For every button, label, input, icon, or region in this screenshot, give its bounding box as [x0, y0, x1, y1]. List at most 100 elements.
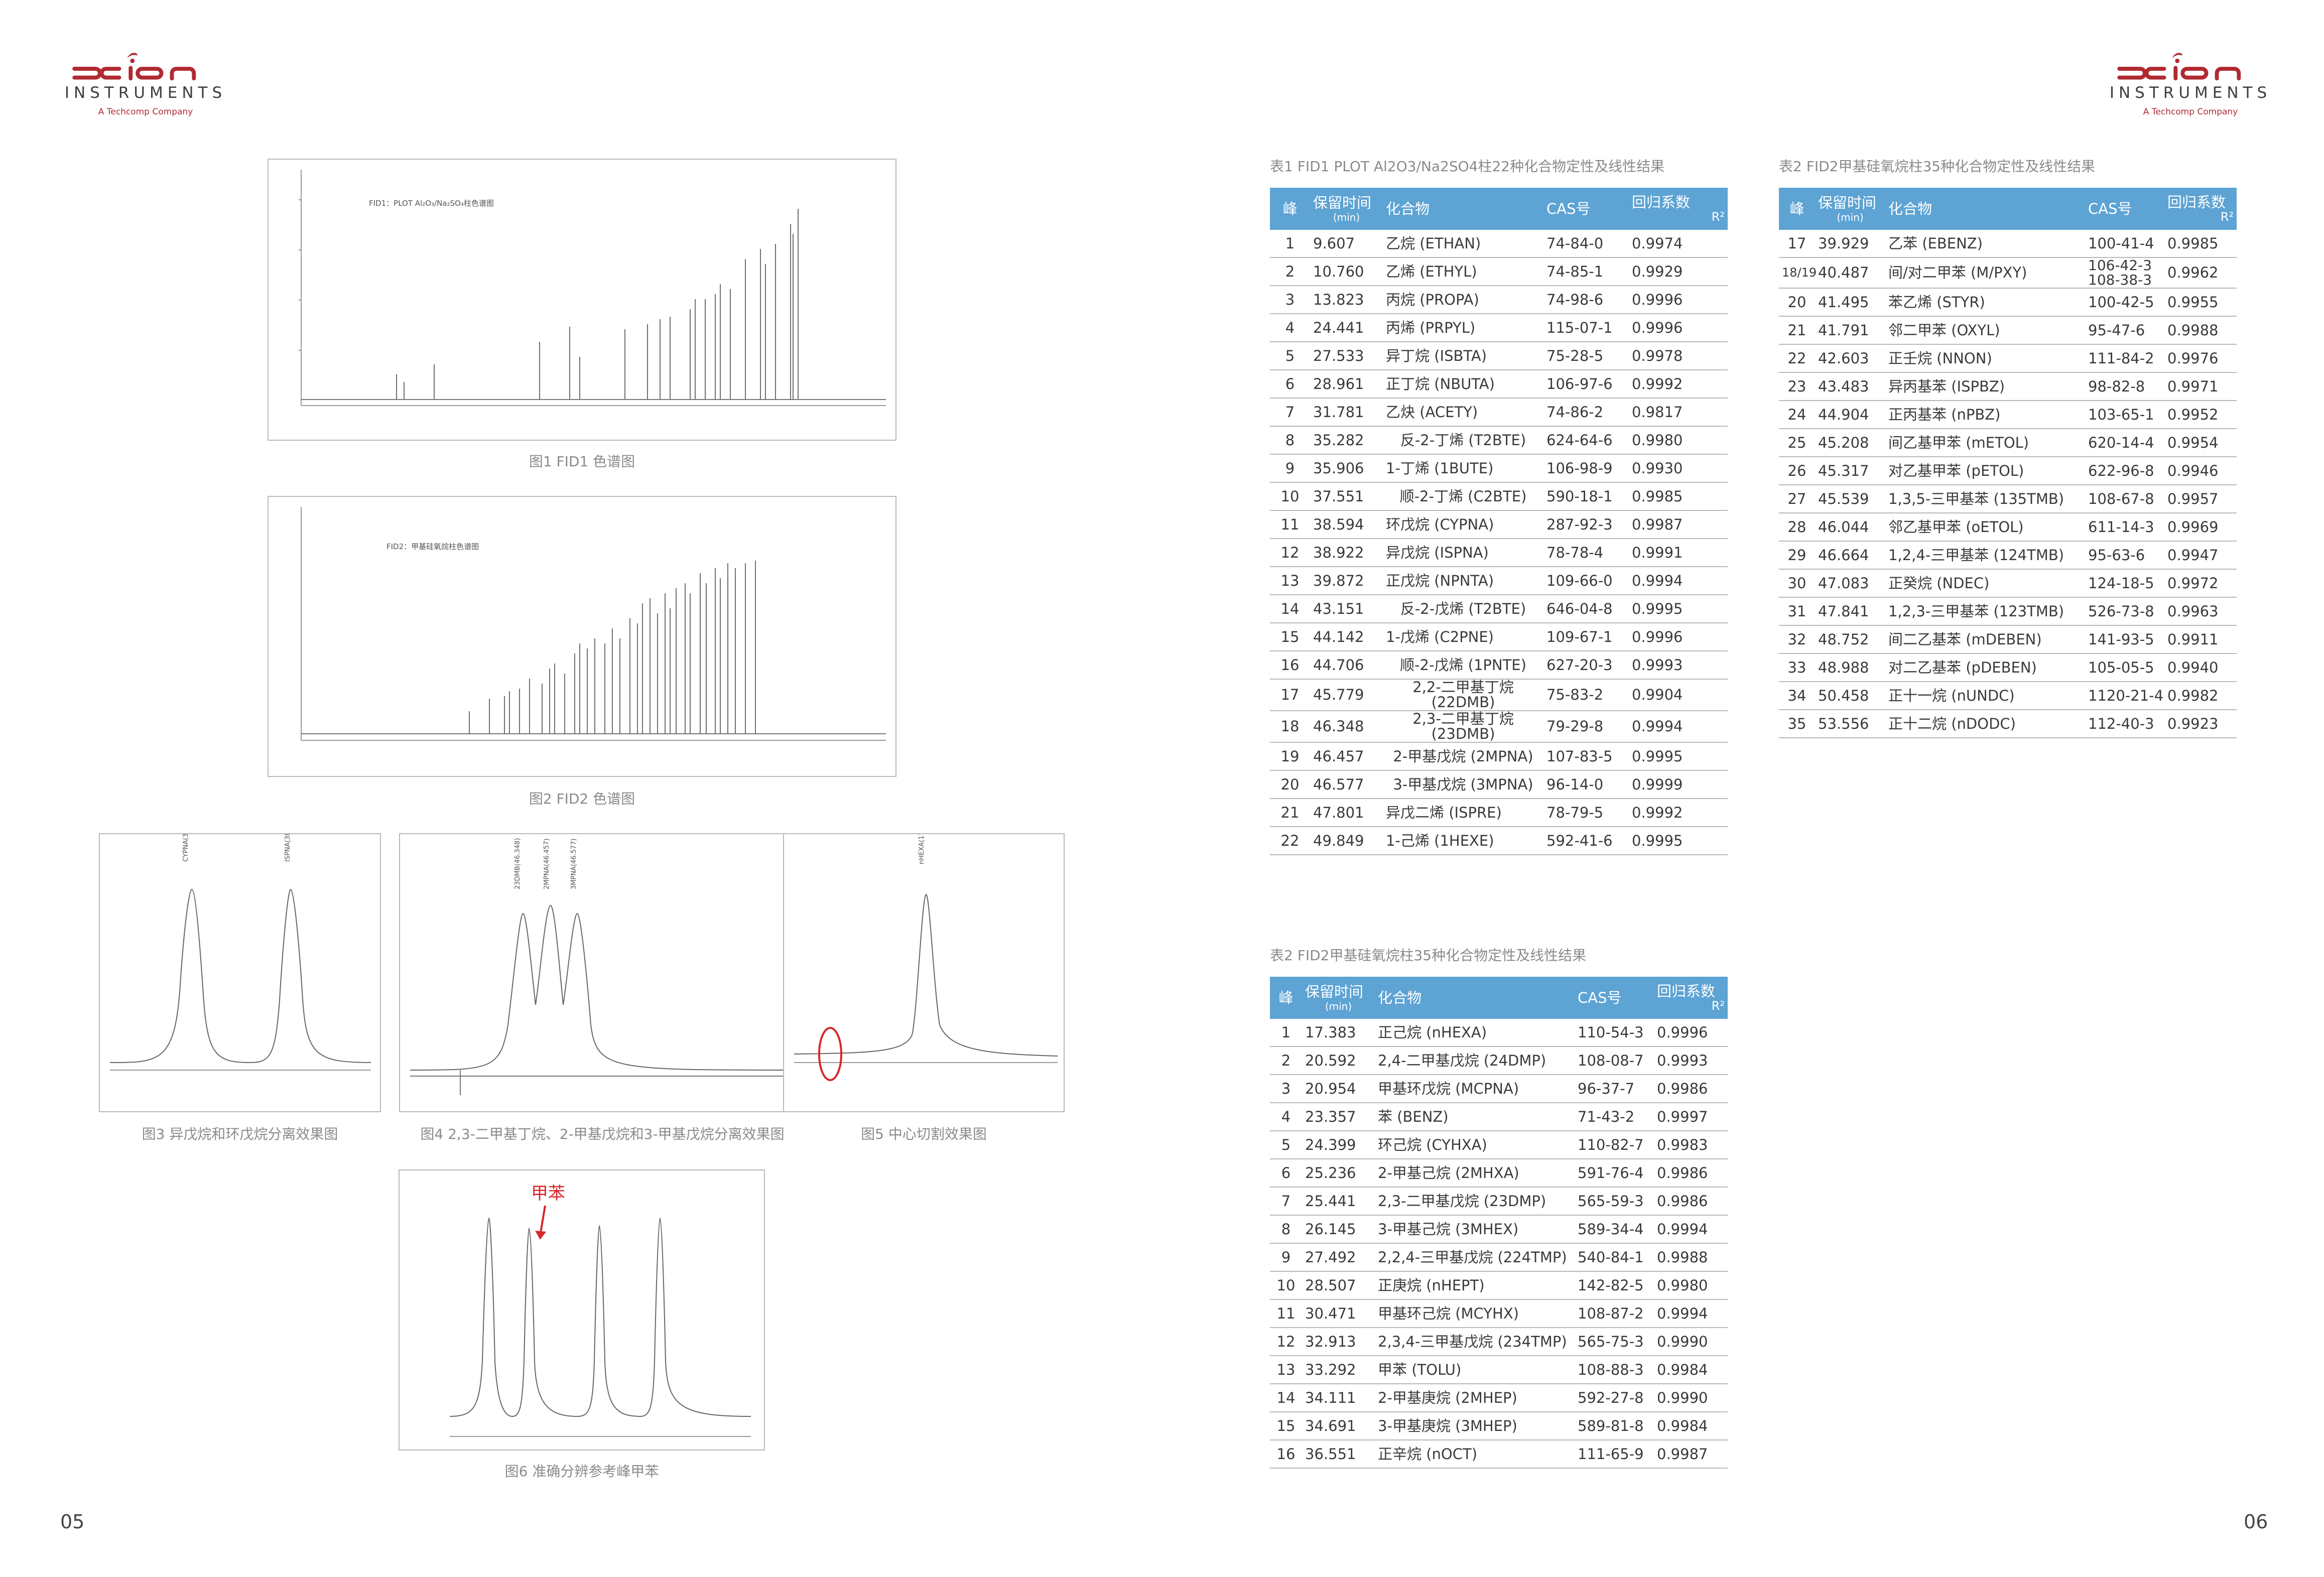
table-row: 4 24.441 丙烯 (PRPYL) 115-07-1 0.9996 [1270, 314, 1728, 342]
table-row: 32 48.752 间二乙基苯 (mDEBEN) 141-93-5 0.9911 [1779, 625, 2237, 654]
table-row: 22 49.849 1-己烯 (1HEXE) 592-41-6 0.9995 [1270, 826, 1728, 855]
cas-cell: 591-76-4 [1575, 1159, 1654, 1188]
cas-cell: 565-59-3 [1575, 1187, 1654, 1216]
compound-cell: 顺-2-戊烯 (1PNTE) [1383, 651, 1543, 680]
fig6-plot [449, 1205, 751, 1437]
compound-cell: 2-甲基庚烷 (2MHEP) [1375, 1384, 1575, 1412]
peak-cell: 21 [1270, 798, 1310, 827]
compound-cell: 对二乙基苯 (pDEBEN) [1885, 653, 2085, 682]
fig4-plot: 23DMB(46.348) 2MPNA(46.457) 3MPNA(46.577… [410, 838, 795, 1095]
r2-cell: 0.9992 [1629, 370, 1728, 399]
table-row: 5 27.533 异丁烷 (ISBTA) 75-28-5 0.9978 [1270, 342, 1728, 370]
figure-4-separation: 23DMB(46.348) 2MPNA(46.457) 3MPNA(46.577… [399, 833, 806, 1112]
rt-cell: 10.760 [1310, 257, 1383, 286]
fig3-peak-label-1: CYPNA(38.594) [182, 834, 190, 862]
r2-cell: 0.9996 [1629, 286, 1728, 314]
peak-cell: 9 [1270, 454, 1310, 483]
table-row: 14 34.111 2-甲基庚烷 (2MHEP) 592-27-8 0.9990 [1270, 1384, 1728, 1412]
rt-cell: 46.348 [1310, 710, 1383, 743]
peak-cell: 10 [1270, 1271, 1302, 1300]
r2-cell: 0.9904 [1629, 679, 1728, 711]
peak-cell: 7 [1270, 1187, 1302, 1216]
rt-cell: 46.664 [1815, 541, 1885, 570]
col-rt-label: 保留时间 [1818, 194, 1877, 211]
cas-cell: 111-84-2 [2085, 344, 2164, 373]
table-row: 23 43.483 异丙基苯 (ISPBZ) 98-82-8 0.9971 [1779, 372, 2237, 401]
table-row: 27 45.539 1,3,5-三甲基苯 (135TMB) 108-67-8 0.995… [1779, 484, 2237, 513]
table-header-row: 峰 保留时间 (min) 化合物 CAS号 回归系数 R² [1270, 188, 1728, 230]
cas-cell: 79-29-8 [1543, 710, 1629, 743]
col-r2-label: 回归系数 [2167, 193, 2226, 211]
rt-cell: 38.594 [1310, 510, 1383, 539]
peak-cell: 8 [1270, 1215, 1302, 1244]
compound-cell: 1,2,3-三甲基苯 (123TMB) [1885, 597, 2085, 626]
table-row: 21 41.791 邻二甲苯 (OXYL) 95-47-6 0.9988 [1779, 316, 2237, 345]
figure-4-caption: 图4 2,3-二甲基丁烷、2-甲基戊烷和3-甲基戊烷分离效果图 [420, 1126, 785, 1142]
compound-cell: 环戊烷 (CYPNA) [1383, 510, 1543, 539]
table-row: 11 38.594 环戊烷 (CYPNA) 287-92-3 0.9987 [1270, 510, 1728, 539]
rt-cell: 45.317 [1815, 456, 1885, 485]
cas-cell: 96-37-7 [1575, 1075, 1654, 1103]
cas-cell: 108-08-7 [1575, 1046, 1654, 1075]
r2-cell: 0.9962 [2164, 257, 2237, 289]
peak-cell: 15 [1270, 1412, 1302, 1440]
figure-1-chromatogram: FID1：PLOT Al₂O₃/Na₂SO₄柱色谱图 [268, 159, 896, 441]
compound-cell: 苯乙烯 (STYR) [1885, 288, 2085, 317]
table-row: 18 46.348 2,3-二甲基丁烷 (23DMB) 79-29-8 0.9994 [1270, 710, 1728, 743]
rt-cell: 24.441 [1310, 314, 1383, 342]
peak-cell: 34 [1779, 681, 1815, 710]
r2-cell: 0.9947 [2164, 541, 2237, 570]
col-peak: 峰 [1270, 977, 1302, 1019]
table-row: 1 9.607 乙烷 (ETHAN) 74-84-0 0.9974 [1270, 230, 1728, 258]
compound-cell: 正癸烷 (NDEC) [1885, 569, 2085, 598]
compound-cell: 1-戊烯 (C2PNE) [1383, 623, 1543, 651]
col-peak: 峰 [1270, 188, 1310, 230]
rt-cell: 46.577 [1310, 770, 1383, 799]
table-row: 34 50.458 正十一烷 (nUNDC) 1120-21-4 0.9982 [1779, 681, 2237, 710]
brand-sub: INSTRUMENTS [2109, 84, 2272, 102]
col-compound: 化合物 [1885, 188, 2085, 230]
col-rt: 保留时间 (min) [1310, 188, 1383, 230]
table-row: 10 28.507 正庚烷 (nHEPT) 142-82-5 0.9980 [1270, 1271, 1728, 1300]
table-row: 2 20.592 2,4-二甲基戊烷 (24DMP) 108-08-7 0.9993 [1270, 1046, 1728, 1075]
cas-cell: 592-27-8 [1575, 1384, 1654, 1412]
fig4-peak-label-3: 3MPNA(46.577) [570, 838, 578, 889]
cas-cell: 109-66-0 [1543, 567, 1629, 595]
r2-cell: 0.9990 [1654, 1328, 1728, 1356]
r2-cell: 0.9993 [1654, 1046, 1728, 1075]
compound-cell: 3-甲基戊烷 (3MPNA) [1383, 770, 1543, 799]
rt-cell: 37.551 [1310, 482, 1383, 511]
peak-cell: 5 [1270, 1131, 1302, 1159]
r2-cell: 0.9984 [1654, 1412, 1728, 1440]
rt-cell: 48.752 [1815, 625, 1885, 654]
rt-cell: 50.458 [1815, 681, 1885, 710]
table-row: 6 28.961 正丁烷 (NBUTA) 106-97-6 0.9992 [1270, 370, 1728, 399]
compound-cell: 2,2-二甲基丁烷 (22DMB) [1383, 679, 1543, 711]
table-row: 29 46.664 1,2,4-三甲基苯 (124TMB) 95-63-6 0.9947 [1779, 541, 2237, 570]
col-compound: 化合物 [1383, 188, 1543, 230]
compound-cell: 异戊烷 (ISPNA) [1383, 539, 1543, 567]
r2-cell: 0.9994 [1629, 710, 1728, 743]
r2-cell: 0.9997 [1654, 1103, 1728, 1131]
r2-cell: 0.9996 [1629, 623, 1728, 651]
cas-cell: 565-75-3 [1575, 1328, 1654, 1356]
cas-cell: 78-78-4 [1543, 539, 1629, 567]
col-r2: 回归系数 R² [1629, 188, 1728, 230]
rt-cell: 13.823 [1310, 286, 1383, 314]
rt-cell: 31.781 [1310, 398, 1383, 427]
rt-cell: 25.236 [1302, 1159, 1375, 1188]
fig1-label: FID1：PLOT Al₂O₃/Na₂SO₄柱色谱图 [369, 199, 494, 208]
cas-cell: 287-92-3 [1543, 510, 1629, 539]
col-rt: 保留时间 (min) [1302, 977, 1375, 1019]
cas-cell: 108-87-2 [1575, 1299, 1654, 1328]
peak-cell: 27 [1779, 484, 1815, 513]
col-rt-unit: (min) [1333, 211, 1360, 223]
r2-cell: 0.9940 [2164, 653, 2237, 682]
cas-cell: 112-40-3 [2085, 709, 2164, 738]
fid1-chromatogram-plot [299, 170, 886, 406]
scion-logo-icon [72, 53, 196, 81]
table-row: 26 45.317 对乙基甲苯 (pETOL) 622-96-8 0.9946 [1779, 456, 2237, 485]
brand-sub: INSTRUMENTS [64, 84, 227, 102]
compound-cell: 环己烷 (CYHXA) [1375, 1131, 1575, 1159]
compound-cell: 反-2-丁烯 (T2BTE) [1383, 426, 1543, 455]
